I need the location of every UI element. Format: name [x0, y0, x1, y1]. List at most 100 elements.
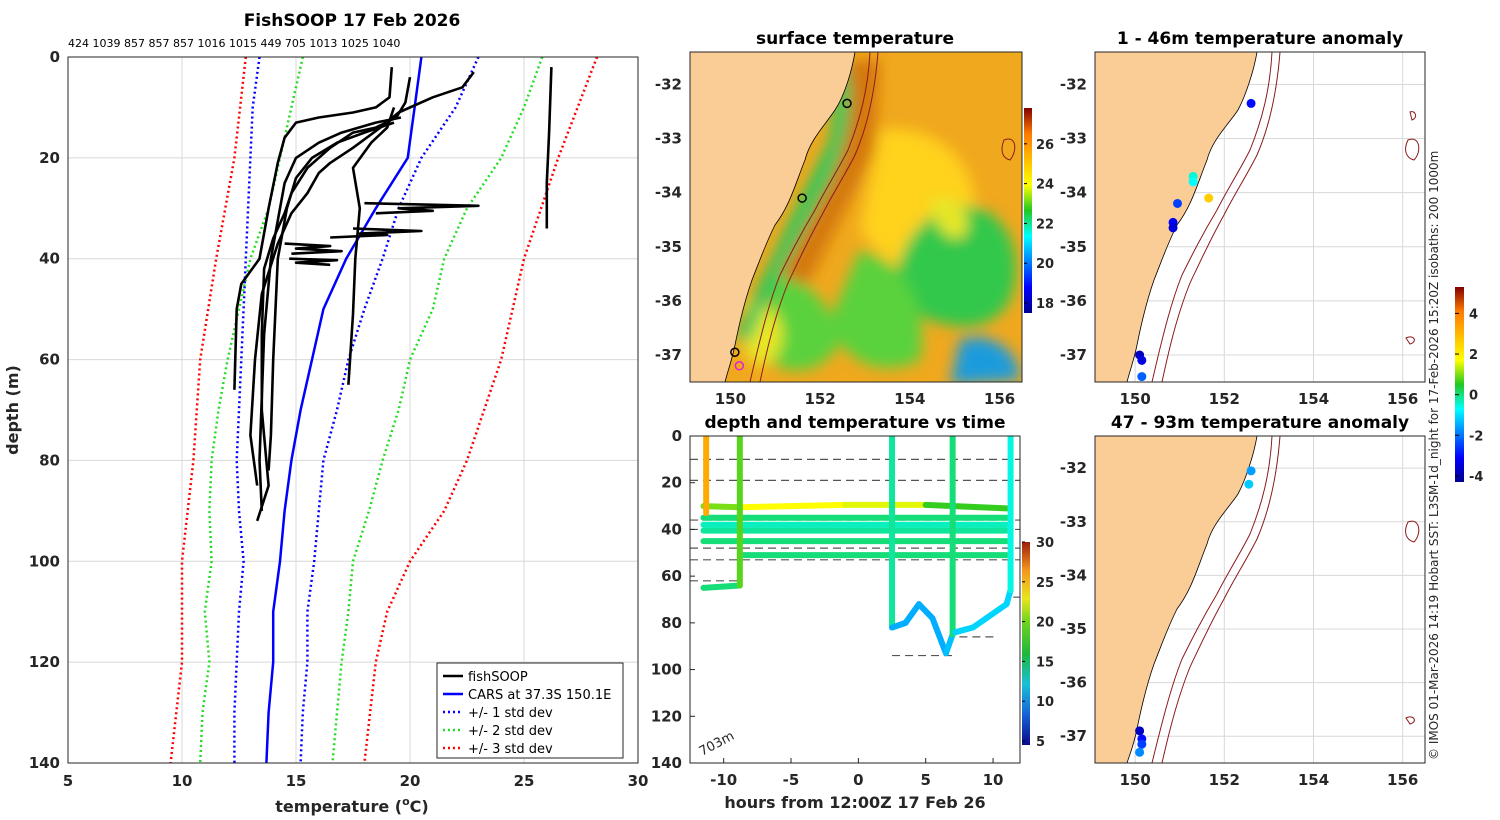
- time-panel: depth and temperature vs time -10 -5 0 5 100…: [651, 413, 1054, 812]
- time-xtick-label: -5: [783, 771, 800, 789]
- profile-series-line: [169, 57, 248, 763]
- fishsoop-profile: [289, 257, 339, 267]
- anomaly-point: [1137, 372, 1147, 382]
- time-xtick-label: 5: [920, 771, 930, 789]
- fishsoop-profile: [347, 106, 396, 385]
- anomaly-point: [1244, 479, 1254, 489]
- map-ytick-label: -32: [1060, 75, 1087, 93]
- profile-xtick-label: 5: [63, 772, 73, 790]
- anomaly-point: [1135, 726, 1145, 736]
- anom1-land: [1095, 52, 1258, 382]
- sst-ytick-label: -35: [655, 238, 682, 256]
- time-annotation: 703m: [697, 729, 737, 760]
- anom1-panel: 1 - 46m temperature anomaly 150 152 154 156…: [1060, 29, 1484, 485]
- time-xtick-label: 0: [853, 771, 863, 789]
- map-xtick-label: 150: [1119, 390, 1150, 408]
- time-ytick-label: 120: [651, 707, 682, 725]
- profile-ytick-label: 80: [39, 451, 60, 469]
- profile-ytick-label: 20: [39, 149, 60, 167]
- legend-entry: +/- 1 std dev: [468, 706, 553, 721]
- sst-isobath-200: [749, 52, 871, 382]
- sst-cb-label: 20: [1036, 257, 1054, 272]
- profile-grid: [67, 56, 639, 764]
- sst-ytick-label: -33: [655, 130, 682, 148]
- sst-xtick-label: 156: [984, 390, 1015, 408]
- sst-markers: [730, 98, 852, 371]
- map-xtick-label: 156: [1387, 771, 1418, 789]
- time-track-segment: [952, 624, 976, 636]
- map-ytick-label: -36: [1060, 674, 1087, 692]
- sst-ytick-label: -34: [655, 184, 682, 202]
- legend-entry: fishSOOP: [468, 670, 528, 685]
- sst-axes-box: [689, 51, 1023, 383]
- anom1-isobath-1000: [1161, 52, 1281, 382]
- profile-ytick-label: 140: [29, 754, 60, 772]
- time-colorbar-ticks: 5 10 15 20 25 30: [1022, 536, 1054, 750]
- time-track-segment: [942, 631, 956, 657]
- profile-series-line: [233, 57, 261, 763]
- time-track-segment: [736, 501, 848, 511]
- time-track-segment: [902, 601, 922, 626]
- anomaly-point: [1188, 177, 1198, 187]
- time-cb-label: 15: [1036, 655, 1054, 670]
- map-xtick-label: 156: [1387, 390, 1418, 408]
- anom1-isobath-seamount: [1405, 138, 1420, 161]
- map-xtick-label: 150: [1119, 771, 1150, 789]
- sst-cb-label: 22: [1036, 217, 1054, 232]
- map-ytick-label: -33: [1060, 513, 1087, 531]
- sst-profile-marker: [734, 361, 745, 371]
- sst-map: [690, 52, 1022, 382]
- legend-entry: CARS at 37.3S 150.1E: [468, 688, 611, 703]
- time-cb-label: 30: [1036, 536, 1054, 551]
- anom2-isobath-200: [1151, 436, 1273, 763]
- anom2-points: [1135, 466, 1256, 757]
- anom2-isobath-seamount: [1405, 520, 1420, 543]
- legend-box: [436, 662, 624, 759]
- sst-ticks: 150 152 154 156 -32 -33 -34 -35 -36 -37: [655, 75, 1015, 408]
- anom1-title: 1 - 46m temperature anomaly: [1117, 29, 1403, 49]
- sst-xtick-label: 152: [804, 390, 835, 408]
- time-track-segment: [922, 501, 1010, 512]
- anomaly-point: [1246, 466, 1256, 476]
- profile-lines: [169, 57, 599, 763]
- map-xtick-label: 154: [1298, 771, 1329, 789]
- anom-cb-label: -2: [1469, 429, 1483, 444]
- map-ytick-label: -35: [1060, 620, 1087, 638]
- profile-ytick-label: 40: [39, 250, 60, 268]
- profile-panel: FishSOOP 17 Feb 2026 424 1039 857 857 85…: [3, 11, 648, 816]
- time-xlabel: hours from 12:00Z 17 Feb 26: [724, 793, 985, 812]
- anom1-ticks: 150 152 154 156 -32 -33 -34 -35 -36 -37: [1060, 75, 1418, 408]
- legend-entry: +/- 2 std dev: [468, 724, 553, 739]
- profile-title: FishSOOP 17 Feb 2026: [244, 11, 461, 31]
- profile-xlabel: temperature (oC): [275, 795, 428, 816]
- time-cb-label: 5: [1036, 735, 1045, 750]
- anom2-panel: 47 - 93m temperature anomaly 150 152 154 15…: [1060, 413, 1426, 789]
- anom1-isobath-small: [1405, 111, 1417, 345]
- profile-xtick-label: 15: [286, 772, 307, 790]
- map-ytick-label: -35: [1060, 238, 1087, 256]
- time-track-segment: [700, 582, 743, 591]
- anomaly-point: [1173, 198, 1182, 208]
- time-track-segment: [700, 503, 743, 511]
- time-ytick-label: 40: [661, 520, 682, 538]
- fishsoop-profile: [267, 121, 395, 471]
- sst-land: [690, 52, 856, 382]
- anom2-map: [1095, 436, 1420, 763]
- fishsoop-profile: [364, 201, 480, 215]
- anom-cb-label: -4: [1469, 470, 1483, 485]
- anom2-isobath-1000: [1161, 436, 1281, 763]
- anom1-points: [1135, 98, 1256, 382]
- profile-xlabel-end: C): [410, 797, 429, 816]
- profile-xlabel-main: temperature (: [275, 797, 402, 816]
- anom1-axes-box: [1094, 51, 1426, 383]
- profile-ytick-label: 0: [50, 48, 60, 66]
- time-xtick-label: 10: [983, 771, 1004, 789]
- sst-xtick-label: 150: [715, 390, 746, 408]
- fishsoop-profile: [258, 116, 402, 511]
- fishsoop-profile: [249, 71, 475, 486]
- profile-series-line: [331, 57, 544, 763]
- sst-panel: surface temperature 150 152 154 156 -32 -33 -3…: [655, 29, 1054, 408]
- sst-ytick-label: -32: [655, 75, 682, 93]
